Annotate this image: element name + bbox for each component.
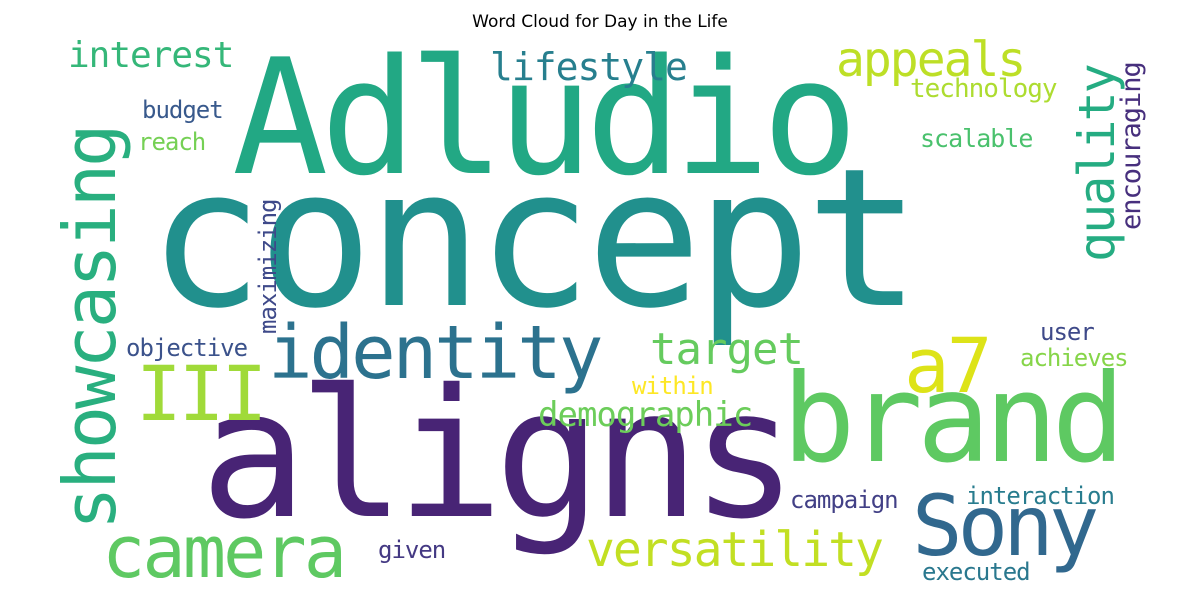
- word-demographic: demographic: [538, 395, 753, 435]
- word-achieves: achieves: [1020, 344, 1129, 372]
- word-target: target: [650, 324, 804, 375]
- word-concept: concept: [148, 128, 921, 351]
- word-sony: Sony: [912, 477, 1099, 575]
- word-versatility: versatility: [586, 522, 884, 578]
- word-a7: a7: [904, 321, 992, 410]
- word-within: within: [632, 372, 714, 400]
- word-brand: brand: [782, 348, 1125, 490]
- word-adludio: Adludio: [232, 24, 858, 211]
- word-given: given: [378, 536, 446, 564]
- word-technology: technology: [910, 74, 1058, 104]
- word-objective: objective: [126, 334, 248, 362]
- word-interaction: interaction: [966, 482, 1115, 510]
- word-scalable: scalable: [920, 124, 1033, 153]
- word-encouraging: encouraging: [1116, 62, 1147, 230]
- word-iii: III: [136, 349, 267, 438]
- word-showcasing: showcasing: [48, 126, 132, 530]
- word-reach: reach: [138, 128, 206, 156]
- word-interest: interest: [68, 35, 234, 76]
- word-identity: identity: [268, 310, 603, 396]
- word-camera: camera: [102, 510, 347, 594]
- word-user: user: [1040, 318, 1095, 346]
- word-executed: executed: [922, 558, 1031, 586]
- word-budget: budget: [142, 96, 224, 124]
- word-aligns: aligns: [200, 351, 798, 558]
- word-appeals: appeals: [836, 32, 1026, 88]
- word-quality: quality: [1068, 65, 1126, 262]
- chart-title: Word Cloud for Day in the Life: [472, 12, 728, 32]
- word-maximizing: maximizing: [254, 199, 282, 335]
- word-lifestyle: lifestyle: [490, 45, 688, 89]
- word-campaign: campaign: [790, 486, 899, 514]
